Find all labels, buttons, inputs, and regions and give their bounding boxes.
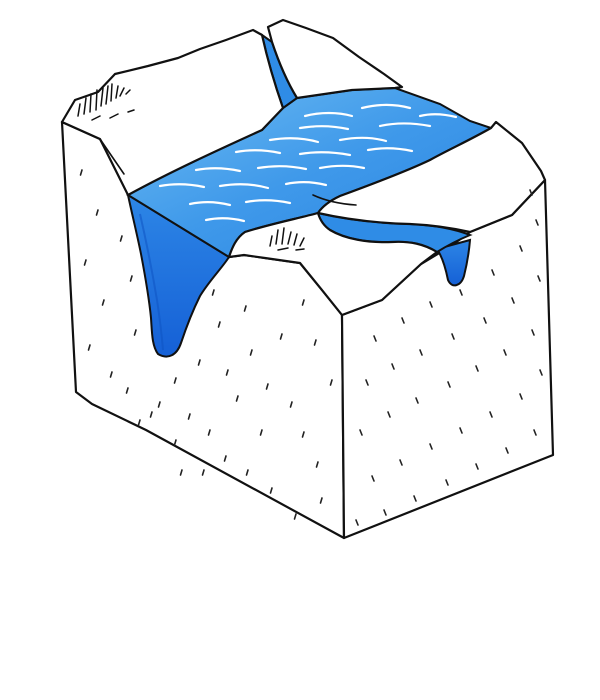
stone-speckle xyxy=(475,463,479,470)
stone-speckle xyxy=(429,443,433,450)
stone-speckle xyxy=(401,317,405,324)
right-middle-slab xyxy=(316,120,547,234)
stone-speckle xyxy=(279,333,283,340)
stone-speckle xyxy=(475,365,479,372)
stone-speckle xyxy=(531,329,535,336)
rock-cracks xyxy=(99,123,357,206)
stone-speckle xyxy=(359,429,363,436)
stone-speckle xyxy=(529,189,533,196)
stone-speckle xyxy=(269,487,273,494)
stone-speckle xyxy=(217,321,221,328)
stone-speckle xyxy=(391,363,395,370)
cave-drip xyxy=(435,238,472,287)
stone-speckle xyxy=(173,377,177,384)
stone-speckle xyxy=(383,509,387,516)
stone-speckle xyxy=(537,275,541,282)
stone-speckle xyxy=(447,381,451,388)
stone-speckle xyxy=(365,379,369,386)
stone-speckle xyxy=(301,431,305,438)
stone-speckle xyxy=(249,349,253,356)
stone-speckle xyxy=(289,401,293,408)
stone-speckle xyxy=(119,235,123,242)
stone-speckle xyxy=(109,371,113,378)
stone-speckle xyxy=(133,329,137,336)
stone-speckle xyxy=(355,519,359,526)
stone-speckle xyxy=(319,497,323,504)
top-right-slab xyxy=(266,18,404,100)
stone-speckle xyxy=(187,413,191,420)
underground-waterfall xyxy=(126,192,231,358)
stone-speckle xyxy=(371,475,375,482)
stone-speckle xyxy=(459,427,463,434)
stone-speckle xyxy=(533,429,537,436)
stone-speckle xyxy=(503,349,507,356)
stone-speckle xyxy=(539,369,543,376)
stone-texture-left xyxy=(79,169,333,520)
stone-speckle xyxy=(243,305,247,312)
stone-speckle xyxy=(459,289,463,296)
stone-speckle xyxy=(201,469,205,476)
stone-speckle xyxy=(315,461,319,468)
stone-speckle xyxy=(535,219,539,226)
stone-speckle xyxy=(329,379,333,386)
stone-speckle xyxy=(489,411,493,418)
stone-speckle xyxy=(313,339,317,346)
stone-speckle xyxy=(137,419,141,426)
stone-speckle xyxy=(95,209,99,216)
stone-speckle xyxy=(149,411,153,418)
stone-speckle xyxy=(511,297,515,304)
stone-speckle xyxy=(419,349,423,356)
front-slab xyxy=(227,211,439,317)
stone-speckle xyxy=(293,513,297,520)
stone-speckle xyxy=(83,259,87,266)
stone-speckle xyxy=(413,495,417,502)
stone-speckle xyxy=(225,369,229,376)
water-flow-lines xyxy=(158,103,458,228)
stone-speckle xyxy=(451,333,455,340)
stone-speckle xyxy=(445,479,449,486)
stone-speckle xyxy=(197,359,201,366)
stone-speckle xyxy=(265,383,269,390)
grass-icon xyxy=(77,83,305,251)
stone-speckle xyxy=(259,429,263,436)
stone-speckle xyxy=(519,393,523,400)
top-left-slab xyxy=(60,28,285,197)
stone-speckle xyxy=(373,335,377,342)
stone-speckle xyxy=(245,469,249,476)
stone-speckle xyxy=(429,301,433,308)
stone-speckle xyxy=(505,447,509,454)
stone-speckle xyxy=(125,387,129,394)
stone-speckle xyxy=(491,269,495,276)
stone-speckle xyxy=(179,469,183,476)
stone-speckle xyxy=(211,289,215,296)
stone-speckle xyxy=(387,411,391,418)
stone-speckle xyxy=(483,317,487,324)
stone-speckle xyxy=(157,401,161,408)
stone-speckle xyxy=(101,299,105,306)
stone-speckle xyxy=(129,275,133,282)
stone-speckle xyxy=(399,459,403,466)
stone-speckle xyxy=(223,455,227,462)
waterfall-shading xyxy=(139,213,164,351)
stone-speckle xyxy=(519,245,523,252)
stone-speckle xyxy=(415,397,419,404)
stone-speckle xyxy=(301,299,305,306)
stone-speckle xyxy=(235,395,239,402)
stone-speckle xyxy=(173,439,177,446)
stone-texture-right xyxy=(355,189,543,526)
stone-speckle xyxy=(79,169,83,176)
stone-speckle xyxy=(207,429,211,436)
stone-speckle xyxy=(87,344,91,351)
